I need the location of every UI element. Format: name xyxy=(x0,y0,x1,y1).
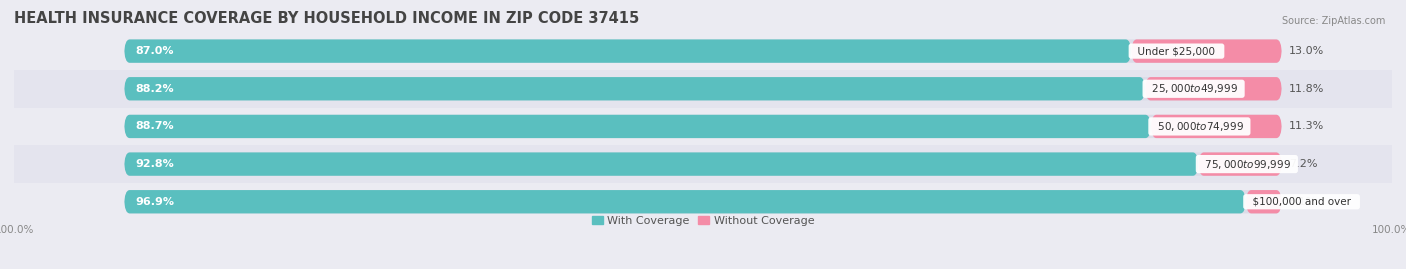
FancyBboxPatch shape xyxy=(1246,190,1282,213)
Text: 7.2%: 7.2% xyxy=(1289,159,1317,169)
Bar xyxy=(14,145,1392,183)
Text: 13.0%: 13.0% xyxy=(1289,46,1324,56)
FancyBboxPatch shape xyxy=(1144,77,1282,100)
Text: 11.3%: 11.3% xyxy=(1289,121,1324,132)
FancyBboxPatch shape xyxy=(1132,40,1282,63)
FancyBboxPatch shape xyxy=(1152,115,1282,138)
FancyBboxPatch shape xyxy=(124,40,1282,63)
FancyBboxPatch shape xyxy=(124,190,1282,213)
Bar xyxy=(14,70,1392,108)
Bar xyxy=(14,183,1392,221)
Text: $50,000 to $74,999: $50,000 to $74,999 xyxy=(1152,120,1249,133)
Text: Under $25,000: Under $25,000 xyxy=(1132,46,1222,56)
Text: Source: ZipAtlas.com: Source: ZipAtlas.com xyxy=(1281,16,1385,26)
FancyBboxPatch shape xyxy=(124,115,1282,138)
FancyBboxPatch shape xyxy=(124,153,1282,176)
Bar xyxy=(14,32,1392,70)
Text: 3.1%: 3.1% xyxy=(1289,197,1317,207)
FancyBboxPatch shape xyxy=(124,77,1282,100)
Text: 96.9%: 96.9% xyxy=(135,197,174,207)
Text: 11.8%: 11.8% xyxy=(1289,84,1324,94)
Legend: With Coverage, Without Coverage: With Coverage, Without Coverage xyxy=(588,211,818,230)
Bar xyxy=(14,108,1392,145)
Text: 88.7%: 88.7% xyxy=(135,121,174,132)
FancyBboxPatch shape xyxy=(124,40,1132,63)
Text: HEALTH INSURANCE COVERAGE BY HOUSEHOLD INCOME IN ZIP CODE 37415: HEALTH INSURANCE COVERAGE BY HOUSEHOLD I… xyxy=(14,10,640,26)
FancyBboxPatch shape xyxy=(1198,153,1282,176)
FancyBboxPatch shape xyxy=(124,190,1246,213)
Text: $100,000 and over: $100,000 and over xyxy=(1246,197,1357,207)
Text: $75,000 to $99,999: $75,000 to $99,999 xyxy=(1198,158,1295,171)
FancyBboxPatch shape xyxy=(124,77,1144,100)
Text: $25,000 to $49,999: $25,000 to $49,999 xyxy=(1144,82,1241,95)
Text: 92.8%: 92.8% xyxy=(135,159,174,169)
Text: 88.2%: 88.2% xyxy=(135,84,174,94)
Text: 87.0%: 87.0% xyxy=(135,46,174,56)
FancyBboxPatch shape xyxy=(124,153,1198,176)
FancyBboxPatch shape xyxy=(124,115,1152,138)
